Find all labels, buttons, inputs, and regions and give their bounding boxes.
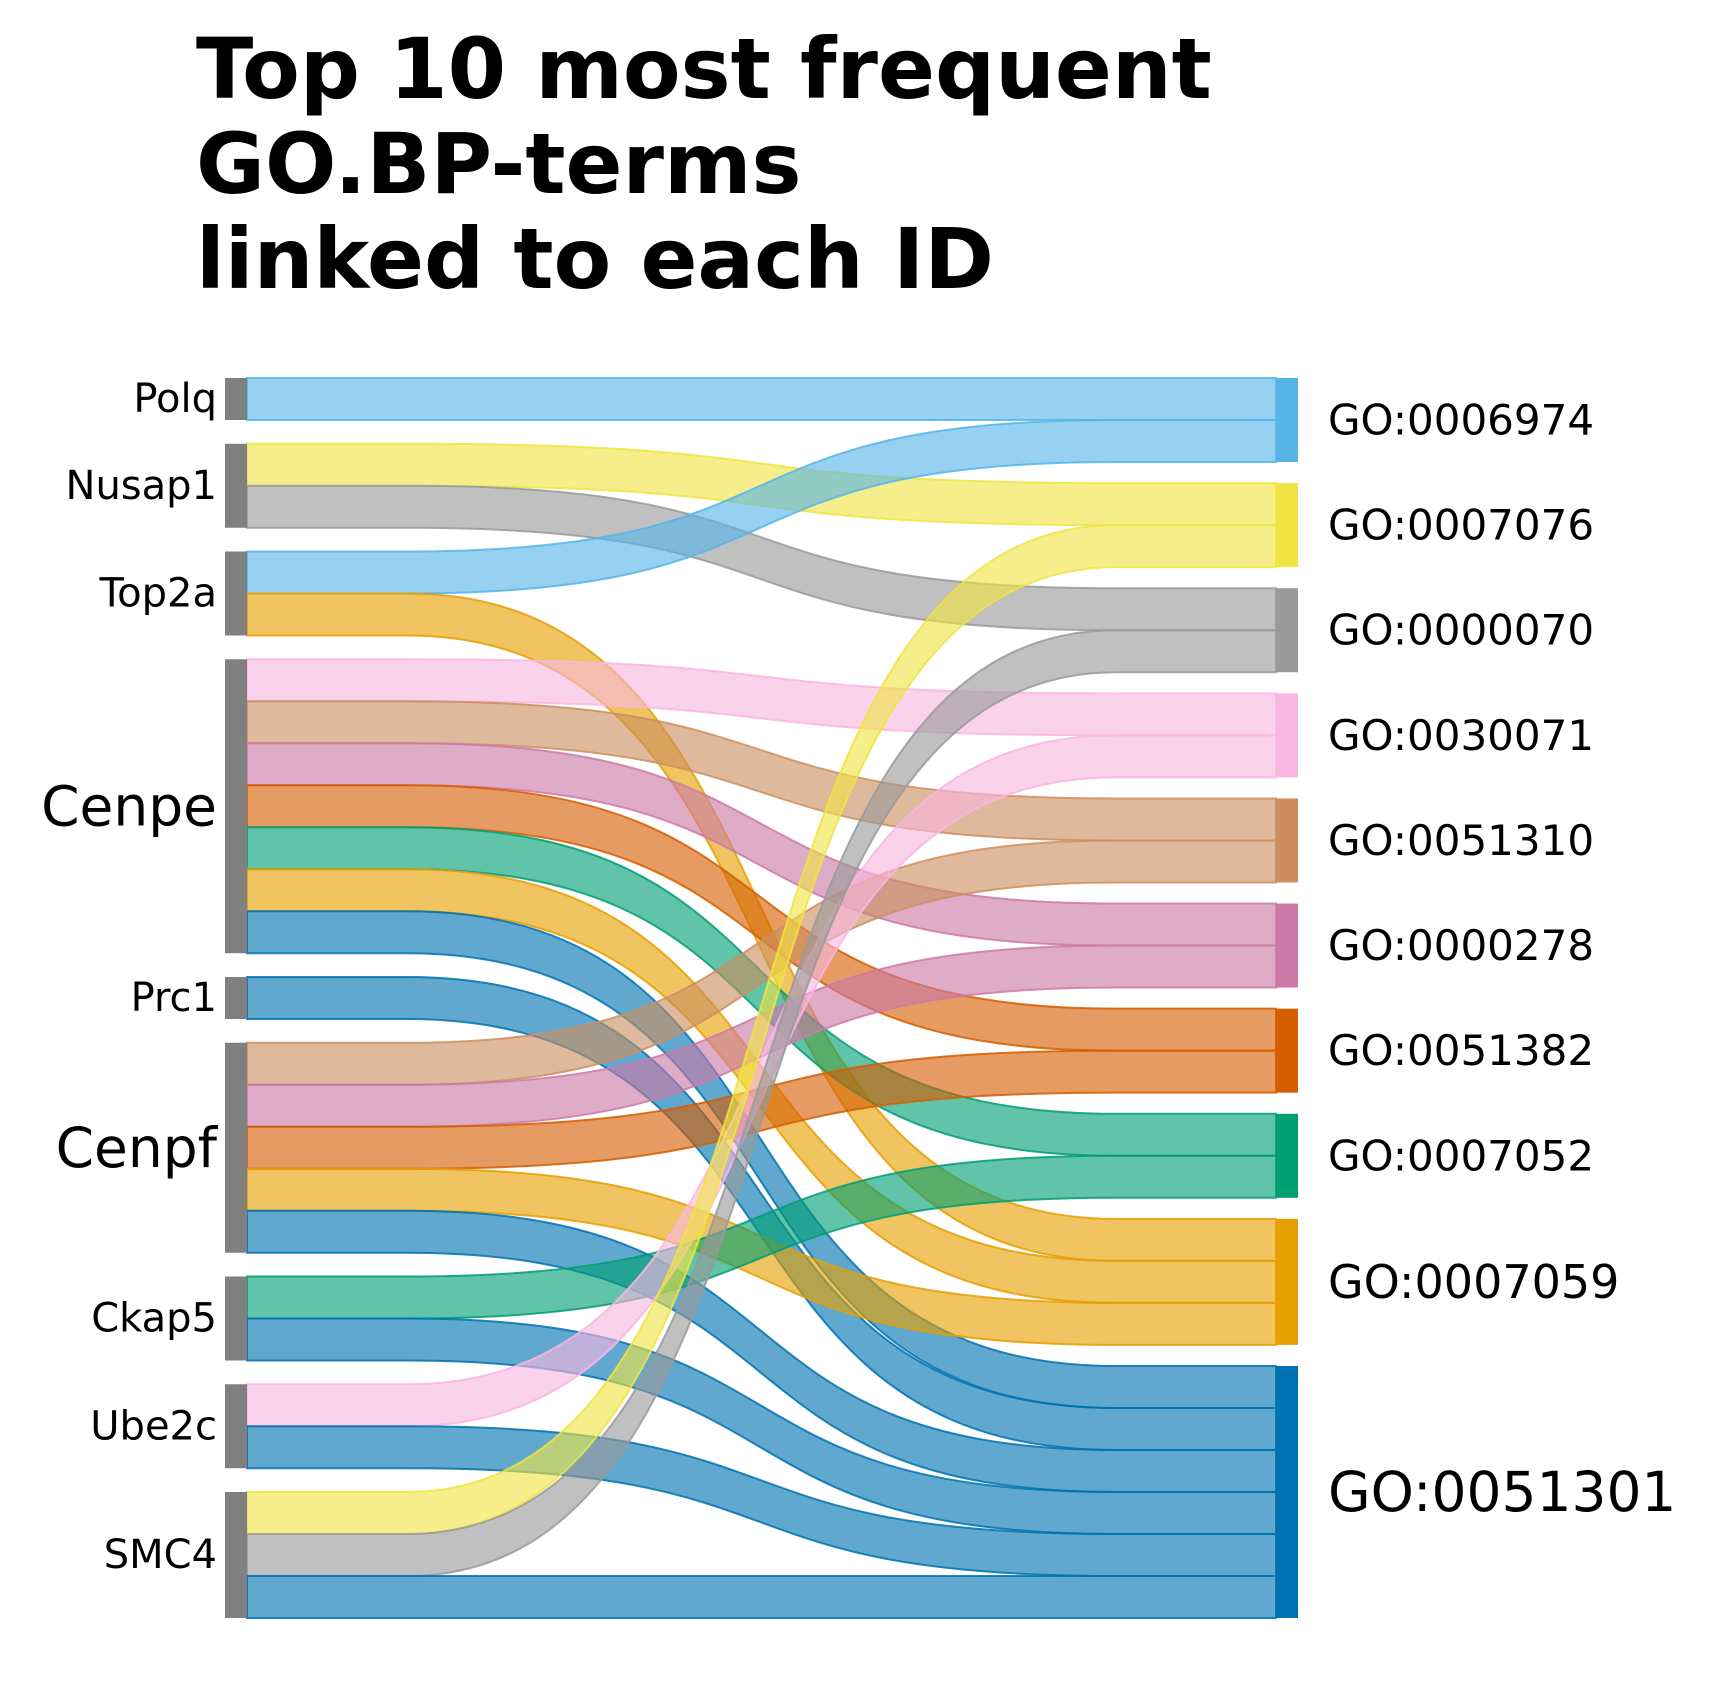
target-label-go-0030071: GO:0030071 (1328, 711, 1594, 760)
chart-title: Top 10 most frequent GO.BP-terms linked … (196, 22, 1212, 307)
target-label-go-0051382: GO:0051382 (1328, 1026, 1594, 1075)
source-label-smc4: SMC4 (104, 1532, 217, 1578)
source-node-ube2c (225, 1384, 247, 1469)
source-label-prc1: Prc1 (131, 975, 217, 1021)
target-node-go-0000070 (1276, 588, 1298, 673)
target-node-go-0007059 (1276, 1218, 1298, 1345)
source-node-smc4 (225, 1492, 247, 1618)
source-label-polq: Polq (133, 376, 217, 422)
target-label-go-0007076: GO:0007076 (1328, 501, 1594, 550)
target-node-go-0006974 (1276, 378, 1298, 462)
target-label-go-0051310: GO:0051310 (1328, 816, 1594, 865)
target-node-go-0000278 (1276, 903, 1298, 988)
source-node-prc1 (225, 977, 247, 1019)
target-node-go-0051301 (1276, 1366, 1298, 1618)
chart-title-line-3: linked to each ID (196, 210, 994, 308)
source-label-cenpe: Cenpe (41, 774, 217, 838)
link-polq-to-go-0006974 (246, 376, 1277, 422)
chart-title-line-1: Top 10 most frequent (196, 20, 1212, 118)
sankey-nodes (225, 378, 1298, 1618)
source-node-ckap5 (225, 1276, 247, 1361)
target-label-go-0007052: GO:0007052 (1328, 1131, 1594, 1180)
sankey-links (246, 376, 1277, 1620)
source-label-ckap5: Ckap5 (91, 1296, 217, 1342)
target-node-go-0030071 (1276, 693, 1298, 778)
source-node-cenpf (225, 1042, 247, 1253)
target-label-go-0006974: GO:0006974 (1328, 396, 1594, 445)
link-smc4-to-go-0051301 (246, 1574, 1277, 1620)
chart-title-line-2: GO.BP-terms (196, 115, 802, 213)
target-node-go-0007076 (1276, 483, 1298, 568)
source-label-top2a: Top2a (99, 571, 217, 617)
target-label-go-0007059: GO:0007059 (1328, 1255, 1619, 1309)
sankey-labels: Polq Nusap1 Top2a Cenpe Prc1 Cenpf Ckap5 Ube2c S… (41, 376, 1676, 1578)
target-label-go-0000278: GO:0000278 (1328, 921, 1594, 970)
source-node-cenpe (225, 659, 247, 954)
source-label-ube2c: Ube2c (90, 1403, 217, 1449)
source-label-cenpf: Cenpf (56, 1116, 219, 1180)
source-label-nusap1: Nusap1 (66, 463, 217, 509)
target-label-go-0051301: GO:0051301 (1328, 1460, 1676, 1524)
target-node-go-0051310 (1276, 798, 1298, 883)
source-node-polq (225, 378, 247, 420)
source-node-nusap1 (225, 443, 247, 528)
target-node-go-0051382 (1276, 1008, 1298, 1093)
source-node-top2a (225, 551, 247, 636)
target-label-go-0000070: GO:0000070 (1328, 606, 1594, 655)
target-node-go-0007052 (1276, 1113, 1298, 1198)
